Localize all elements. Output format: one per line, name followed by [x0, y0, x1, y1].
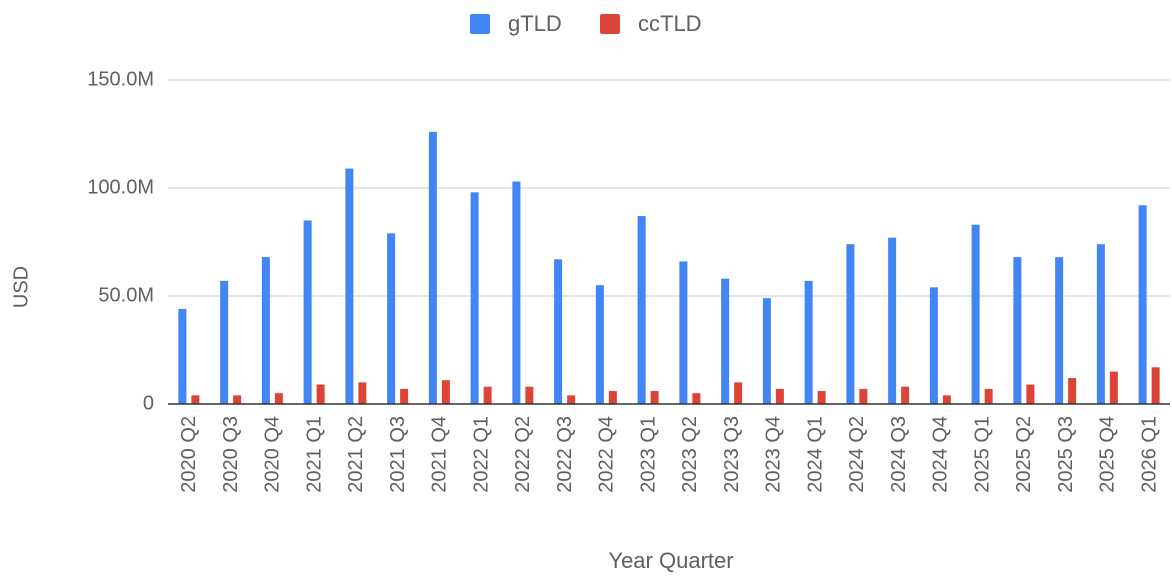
bar [428, 131, 437, 404]
x-tick-label: 2021 Q1 [303, 416, 325, 493]
x-tick-label: 2020 Q2 [178, 416, 200, 493]
x-tick-label: 2025 Q4 [1097, 416, 1119, 493]
bar [775, 388, 784, 404]
bar [971, 224, 980, 404]
bar [595, 285, 604, 404]
bar [901, 386, 910, 404]
x-tick-label: 2022 Q1 [470, 416, 492, 493]
bar [734, 382, 743, 404]
bar [441, 380, 450, 404]
bar [525, 386, 534, 404]
bar [400, 388, 409, 404]
bar [303, 220, 312, 404]
bar [358, 382, 367, 404]
x-tick-label: 2021 Q4 [429, 416, 451, 493]
bar [512, 181, 521, 404]
y-tick-label: 150.0M [87, 68, 154, 90]
bar [679, 261, 688, 404]
bar [608, 391, 617, 404]
x-tick-label: 2020 Q4 [262, 416, 284, 493]
bar [1151, 367, 1160, 404]
bar [191, 395, 200, 404]
bar [1026, 384, 1035, 404]
x-tick-label: 2024 Q3 [888, 416, 910, 493]
bar [817, 391, 826, 404]
x-tick-label: 2023 Q3 [721, 416, 743, 493]
x-tick-label: 2021 Q3 [387, 416, 409, 493]
bar [804, 280, 813, 404]
legend-swatch [600, 14, 620, 34]
x-tick-label: 2020 Q3 [220, 416, 242, 493]
x-tick-label: 2022 Q4 [596, 416, 618, 493]
bar [888, 237, 897, 404]
x-tick-label: 2026 Q1 [1138, 416, 1160, 493]
bar [1055, 257, 1064, 404]
x-tick-label: 2023 Q1 [637, 416, 659, 493]
bar [1096, 244, 1105, 404]
x-tick-label: 2024 Q1 [804, 416, 826, 493]
bar [692, 393, 701, 404]
bar [984, 388, 993, 404]
y-axis-title: USD [10, 266, 32, 308]
bar [846, 244, 855, 404]
bar [942, 395, 951, 404]
bar [178, 308, 187, 404]
y-tick-label: 100.0M [87, 176, 154, 198]
bar [1109, 371, 1118, 404]
bar [345, 168, 354, 404]
bar [483, 386, 492, 404]
x-tick-label: 2022 Q2 [512, 416, 534, 493]
bar [567, 395, 576, 404]
bar [637, 216, 646, 404]
x-tick-label: 2024 Q4 [930, 416, 952, 493]
bar [387, 233, 396, 404]
bar [470, 192, 479, 404]
x-tick-label: 2023 Q2 [679, 416, 701, 493]
bar [859, 388, 868, 404]
legend-label: gTLD [508, 11, 562, 36]
bar [220, 280, 229, 404]
y-tick-label: 50.0M [98, 284, 154, 306]
bar [650, 391, 659, 404]
x-tick-label: 2024 Q2 [846, 416, 868, 493]
bar [261, 257, 270, 404]
bar [1068, 378, 1077, 404]
x-axis-title: Year Quarter [608, 548, 733, 573]
x-tick-label: 2022 Q3 [554, 416, 576, 493]
bar [721, 278, 730, 404]
x-tick-label: 2025 Q3 [1055, 416, 1077, 493]
bar [1138, 205, 1147, 404]
x-tick-label: 2023 Q4 [763, 416, 785, 493]
bar [233, 395, 242, 404]
x-tick-label: 2021 Q2 [345, 416, 367, 493]
bar [274, 393, 283, 404]
bar [1013, 257, 1022, 404]
legend-label: ccTLD [638, 11, 702, 36]
x-tick-label: 2025 Q1 [971, 416, 993, 493]
y-tick-label: 0 [143, 392, 154, 414]
x-tick-label: 2025 Q2 [1013, 416, 1035, 493]
bar [316, 384, 325, 404]
bar [554, 259, 563, 404]
bar [762, 298, 771, 404]
legend-swatch [470, 14, 490, 34]
bar [929, 287, 938, 404]
